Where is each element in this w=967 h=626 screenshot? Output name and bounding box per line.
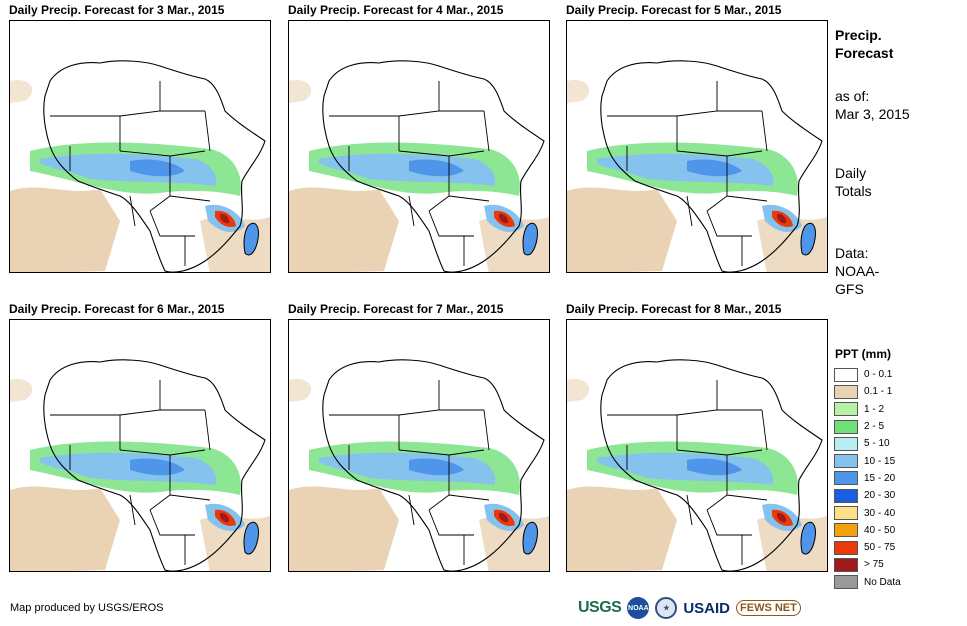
legend-label: 50 - 75 [864, 542, 896, 554]
precip-map [288, 20, 550, 273]
legend-swatch [834, 436, 858, 451]
sidebar-title-line2: Forecast [835, 45, 894, 61]
legend-swatch [834, 454, 858, 469]
precip-map [288, 319, 550, 572]
legend-label: 5 - 10 [864, 438, 890, 450]
legend-label: 20 - 30 [864, 490, 896, 502]
panel-title: Daily Precip. Forecast for 4 Mar., 2015 [288, 3, 504, 17]
legend-label: No Data [864, 576, 901, 588]
legend-swatch [834, 523, 858, 538]
legend-label: 30 - 40 [864, 507, 896, 519]
panel-title: Daily Precip. Forecast for 8 Mar., 2015 [566, 302, 782, 316]
legend-row: No Data [834, 574, 901, 591]
noaa-logo: NOAA [627, 597, 650, 619]
asof-label: as of: [835, 88, 870, 104]
legend-row: 30 - 40 [834, 504, 901, 521]
legend-swatch [834, 419, 858, 434]
panel-title: Daily Precip. Forecast for 6 Mar., 2015 [9, 302, 225, 316]
legend-label: 2 - 5 [864, 421, 885, 433]
legend-swatch [834, 540, 858, 555]
precip-map [566, 319, 828, 572]
data-line2: NOAA- [835, 263, 880, 279]
legend-swatch [834, 488, 858, 503]
sidebar-totals: Daily Totals [835, 164, 872, 200]
legend-label: 1 - 2 [864, 403, 885, 415]
data-line1: Data: [835, 245, 869, 261]
legend-row: 10 - 15 [834, 452, 901, 469]
totals-line1: Daily [835, 165, 867, 181]
usgs-logo: USGS [578, 599, 622, 616]
map-panel-mar8: Daily Precip. Forecast for 8 Mar., 2015 [566, 302, 828, 572]
totals-line2: Totals [835, 183, 872, 199]
sidebar-title: Precip. Forecast [835, 26, 893, 62]
panel-title: Daily Precip. Forecast for 5 Mar., 2015 [566, 3, 782, 17]
legend-row: 0 - 0.1 [834, 366, 901, 383]
legend-swatch [834, 575, 858, 590]
map-panel-mar4: Daily Precip. Forecast for 4 Mar., 2015 [288, 3, 550, 273]
legend-title: PPT (mm) [835, 347, 892, 361]
logo-strip: USGS NOAA ★ USAID FEWS NET [578, 595, 801, 621]
panel-title: Daily Precip. Forecast for 3 Mar., 2015 [9, 3, 225, 17]
legend-swatch [834, 402, 858, 417]
legend-row: > 75 [834, 556, 901, 573]
legend-row: 20 - 30 [834, 487, 901, 504]
data-line3: GFS [835, 281, 864, 297]
legend-swatch [834, 471, 858, 486]
sidebar-title-line1: Precip. [835, 27, 882, 43]
map-panel-mar5: Daily Precip. Forecast for 5 Mar., 2015 [566, 3, 828, 273]
legend: 0 - 0.1 0.1 - 1 1 - 2 2 - 5 5 - 10 10 - 15 15 … [834, 366, 901, 591]
legend-swatch [834, 557, 858, 572]
legend-row: 15 - 20 [834, 470, 901, 487]
legend-row: 1 - 2 [834, 401, 901, 418]
legend-row: 0.1 - 1 [834, 383, 901, 400]
fews-net-logo: FEWS NET [736, 600, 801, 616]
legend-label: > 75 [864, 559, 884, 571]
map-credit: Map produced by USGS/EROS [10, 602, 164, 614]
sidebar-asof: as of: Mar 3, 2015 [835, 87, 910, 123]
precip-map [566, 20, 828, 273]
legend-swatch [834, 384, 858, 399]
precip-map [9, 20, 271, 273]
legend-row: 50 - 75 [834, 539, 901, 556]
map-panel-mar7: Daily Precip. Forecast for 7 Mar., 2015 [288, 302, 550, 572]
asof-date: Mar 3, 2015 [835, 106, 910, 122]
map-panel-mar6: Daily Precip. Forecast for 6 Mar., 2015 [9, 302, 271, 572]
legend-row: 40 - 50 [834, 522, 901, 539]
legend-label: 10 - 15 [864, 455, 896, 467]
legend-row: 2 - 5 [834, 418, 901, 435]
legend-label: 15 - 20 [864, 472, 896, 484]
legend-swatch [834, 367, 858, 382]
sidebar-data-source: Data: NOAA- GFS [835, 244, 879, 298]
precip-map [9, 319, 271, 572]
legend-label: 0.1 - 1 [864, 386, 893, 398]
legend-label: 40 - 50 [864, 524, 896, 536]
legend-swatch [834, 506, 858, 521]
panel-title: Daily Precip. Forecast for 7 Mar., 2015 [288, 302, 504, 316]
legend-row: 5 - 10 [834, 435, 901, 452]
seal-logo: ★ [655, 597, 678, 619]
map-panel-mar3: Daily Precip. Forecast for 3 Mar., 2015 [9, 3, 271, 273]
usaid-logo: USAID [683, 599, 731, 617]
legend-label: 0 - 0.1 [864, 369, 893, 381]
